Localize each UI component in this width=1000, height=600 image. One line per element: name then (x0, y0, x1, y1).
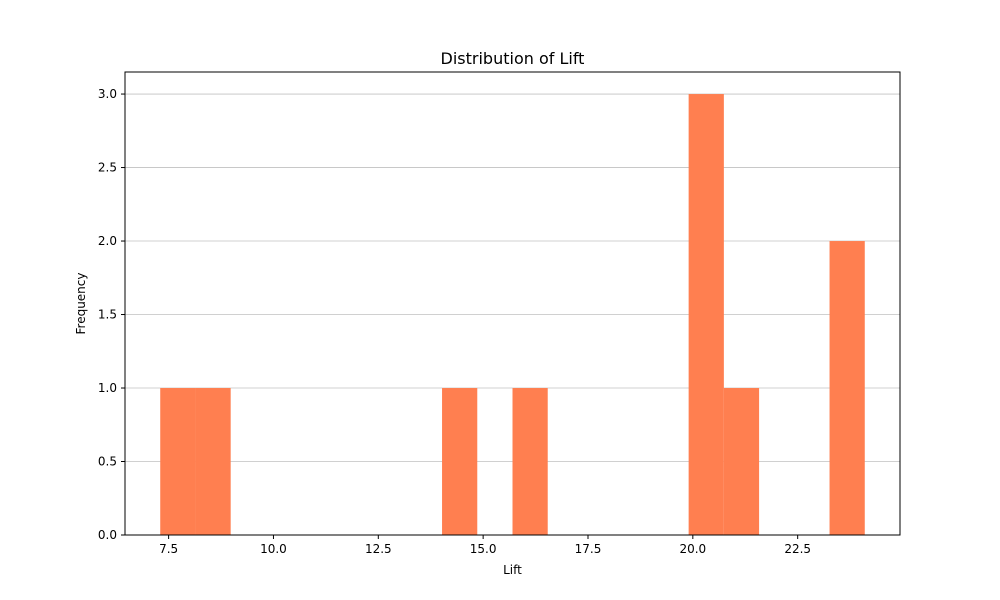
x-tick-label: 12.5 (365, 542, 392, 556)
x-tick-label: 10.0 (260, 542, 287, 556)
histogram-bar (160, 388, 196, 535)
x-tick-label: 15.0 (470, 542, 497, 556)
plot-frame (124, 71, 901, 536)
y-tick-label: 0.0 (98, 528, 117, 542)
x-tick-label: 17.5 (575, 542, 602, 556)
histogram-bar (723, 388, 760, 535)
x-tick-label: 7.5 (159, 542, 178, 556)
y-tick-label: 2.0 (98, 234, 117, 248)
histogram-bar (442, 388, 478, 535)
y-tick-label: 3.0 (98, 87, 117, 101)
x-axis-label: Lift (503, 563, 522, 577)
y-tick-label: 1.0 (98, 381, 117, 395)
y-axis-ticks: 0.0 0.5 1.0 1.5 2.0 2.5 3.0 (98, 87, 125, 542)
histogram-bar (829, 241, 865, 536)
x-tick-label: 20.0 (679, 542, 706, 556)
y-tick-label: 1.5 (98, 308, 117, 322)
chart-title: Distribution of Lift (441, 49, 585, 68)
x-tick-label: 22.5 (784, 542, 811, 556)
x-axis-ticks: 7.5 10.0 12.5 15.0 17.5 20.0 22.5 (159, 535, 811, 556)
bars-layer (160, 94, 865, 536)
histogram-bar (512, 388, 548, 535)
y-tick-label: 0.5 (98, 455, 117, 469)
grid-layer (125, 93, 900, 462)
histogram-bar (688, 94, 724, 536)
y-tick-label: 2.5 (98, 161, 117, 175)
y-axis-label: Frequency (74, 273, 88, 335)
histogram-bar (195, 388, 231, 535)
